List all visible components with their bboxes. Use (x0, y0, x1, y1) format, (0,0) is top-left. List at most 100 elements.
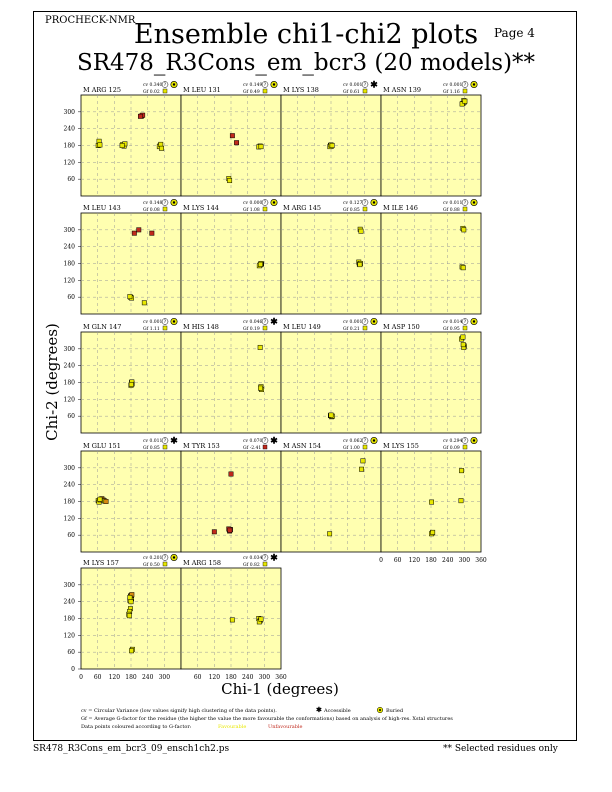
residue-label: M LYS 155 (383, 442, 419, 450)
data-point (129, 648, 135, 654)
gf-label: Gf 0.61 (343, 89, 360, 95)
accessible-icon: ✱ (370, 81, 378, 91)
help-icon-glyph: ? (164, 200, 167, 206)
y-tick-label: 240 (64, 244, 76, 251)
data-point (137, 113, 143, 119)
buried-icon-dot (472, 201, 476, 204)
y-tick-label: 180 (64, 380, 76, 387)
gf-label: Gf 0.95 (443, 326, 460, 332)
buried-icon-dot (172, 320, 176, 323)
gf-colour-swatch (262, 325, 268, 331)
data-point (227, 178, 233, 184)
legend-accessible-icon: ✱ (316, 705, 322, 714)
buried-icon-dot (472, 83, 476, 86)
residue-label: M ILE 146 (383, 204, 418, 212)
buried-icon-dot (172, 556, 176, 559)
help-icon (461, 318, 469, 325)
y-tick-label: 300 (64, 465, 76, 472)
help-icon (361, 437, 369, 444)
data-point (229, 133, 235, 139)
buried-icon-dot (372, 320, 376, 323)
legend-cv-text: cv = Circular Variance (low values signi… (81, 707, 277, 714)
residue-label: M LYS 157 (83, 559, 119, 567)
y-tick-label: 180 (64, 616, 76, 623)
data-point (328, 412, 334, 418)
gf-colour-swatch (462, 206, 468, 212)
data-point (127, 595, 133, 600)
y-axis-label: Chi-2 (degrees) (43, 323, 61, 441)
x-tick-label: 300 (259, 674, 271, 681)
residue-label: M ASP 150 (383, 323, 420, 331)
gf-colour-swatch (262, 561, 268, 567)
cv-label: cv 0.034 (243, 555, 263, 561)
data-point (126, 613, 132, 619)
residue-label: M LYS 144 (183, 204, 219, 212)
buried-icon-dot (272, 201, 276, 204)
help-icon-glyph: ? (264, 438, 267, 444)
gf-label: Gf 0.85 (143, 445, 160, 451)
help-icon (461, 81, 469, 88)
residue-label: M HIS 148 (183, 323, 219, 331)
x-tick-label: 60 (394, 557, 402, 564)
gf-label: Gf 1.00 (343, 445, 360, 451)
gf-colour-swatch (362, 325, 368, 331)
data-point (257, 344, 263, 350)
help-icon-glyph: ? (164, 82, 167, 88)
help-icon (461, 199, 469, 206)
y-tick-label: 180 (64, 261, 76, 268)
data-point (211, 529, 217, 535)
x-tick-label: 300 (159, 674, 171, 681)
x-tick-label: 120 (409, 557, 421, 564)
x-tick-label: 180 (425, 557, 437, 564)
cv-label: cv 0.014 (443, 319, 463, 325)
data-point (149, 230, 155, 236)
help-icon (261, 199, 269, 206)
help-icon (361, 199, 369, 206)
y-tick-label: 180 (64, 143, 76, 150)
help-icon-glyph: ? (164, 438, 167, 444)
y-tick-label: 240 (64, 126, 76, 133)
gf-colour-swatch (162, 444, 168, 450)
x-tick-label: 360 (275, 674, 287, 681)
y-tick-label: 60 (67, 532, 75, 539)
gf-colour-swatch (162, 206, 168, 212)
accessible-icon: ✱ (270, 437, 278, 447)
gf-label: Gf 0.21 (343, 326, 360, 332)
gf-colour-swatch (162, 561, 168, 567)
y-tick-label: 180 (64, 499, 76, 506)
buried-icon-dot (172, 201, 176, 204)
gf-label: Gf 0.82 (243, 562, 260, 568)
help-icon-glyph: ? (464, 200, 467, 206)
gf-colour-swatch (462, 325, 468, 331)
gf-colour-swatch (462, 88, 468, 94)
data-point (257, 385, 263, 391)
help-icon-glyph: ? (164, 555, 167, 561)
y-tick-label: 120 (64, 396, 76, 403)
accessible-icon: ✱ (170, 437, 178, 447)
data-point (227, 527, 233, 533)
gf-label: Gf 0.02 (143, 89, 160, 95)
y-tick-label: 300 (64, 227, 76, 234)
help-icon-glyph: ? (264, 319, 267, 325)
help-icon-glyph: ? (364, 200, 367, 206)
data-point (459, 468, 465, 474)
data-point (97, 496, 103, 502)
help-icon-glyph: ? (264, 555, 267, 561)
data-point (359, 466, 365, 472)
data-point (358, 228, 364, 234)
residue-label: M GLN 147 (83, 323, 121, 331)
x-tick-label: 60 (94, 674, 102, 681)
data-point (460, 334, 466, 340)
y-tick-label: 240 (64, 599, 76, 606)
data-point (257, 261, 263, 267)
chart-subtitle: SR478_R3Cons_em_bcr3 (20 models)** (76, 50, 536, 76)
gf-colour-swatch (162, 325, 168, 331)
help-icon-glyph: ? (264, 200, 267, 206)
data-point (357, 262, 363, 268)
help-icon-glyph: ? (364, 82, 367, 88)
data-point (128, 382, 134, 387)
residue-label: M TYR 153 (183, 442, 220, 450)
data-point (461, 227, 467, 233)
gf-label: Gf 1.08 (243, 207, 260, 213)
